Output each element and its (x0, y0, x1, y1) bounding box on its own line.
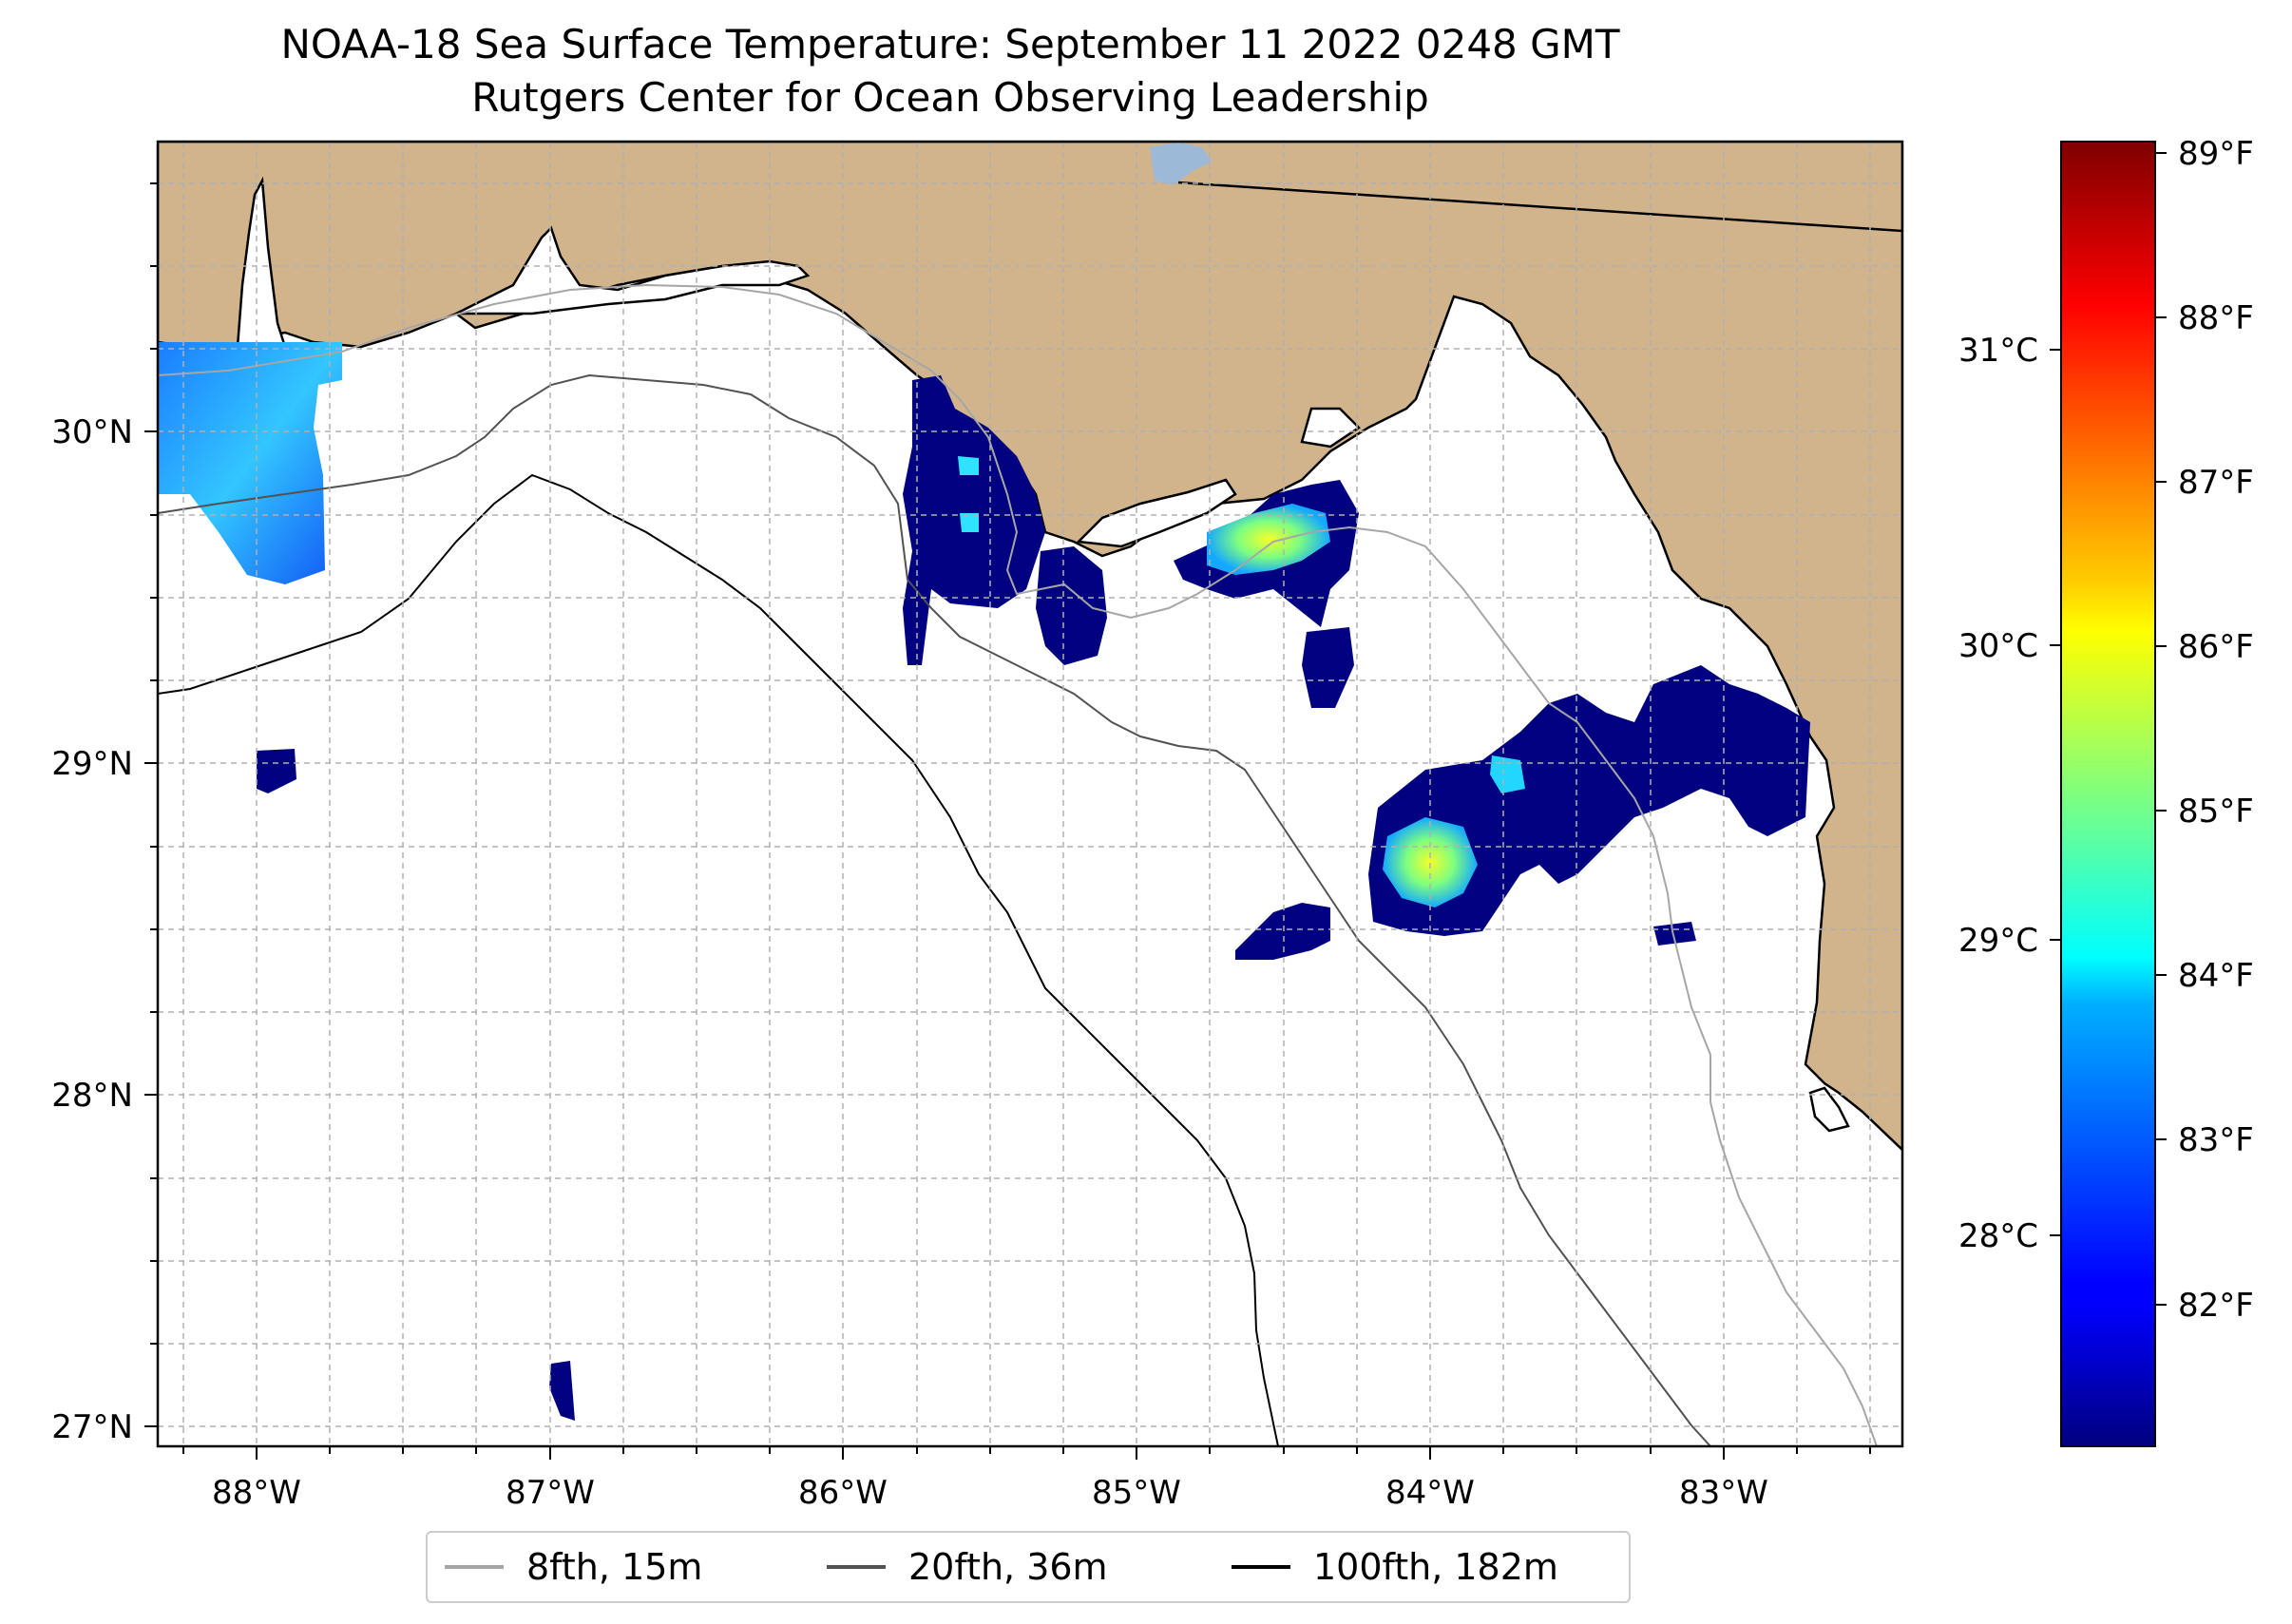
sst-patch (1383, 817, 1478, 908)
sst-patch (960, 513, 979, 532)
sst-patch (1490, 755, 1525, 793)
sst-patch (1368, 665, 1810, 936)
map-subtitle: Rutgers Center for Ocean Observing Leade… (471, 74, 1429, 121)
legend-swatch (827, 1565, 886, 1569)
sst-patch (257, 749, 296, 793)
colorbar-celsius-ticks (2050, 349, 2061, 1236)
colorbar-fahrenheit-ticks (2155, 152, 2167, 1306)
legend-label: 20fth, 36m (908, 1546, 1108, 1588)
isobath-20fth (158, 373, 1711, 1446)
lon-ticks (182, 1446, 1871, 1460)
legend-swatch (445, 1565, 504, 1569)
isobath-100fth (158, 473, 1279, 1446)
fahrenheit-tick-label: 88°F (2178, 299, 2254, 337)
state-border (1177, 181, 1902, 233)
sst-patch (158, 342, 342, 584)
celsius-tick-label: 29°C (1958, 922, 2038, 960)
isobath-legend: 8fth, 15m 20fth, 36m 100fth, 182m (426, 1531, 1631, 1603)
sst-patch (1207, 504, 1330, 575)
fahrenheit-tick-label: 83°F (2178, 1121, 2254, 1159)
gridlines (158, 142, 1902, 1446)
celsius-tick-label: 30°C (1958, 627, 2038, 665)
lat-tick-label: 29°N (51, 745, 133, 783)
legend-label: 100fth, 182m (1313, 1546, 1558, 1588)
fahrenheit-tick-label: 82°F (2178, 1287, 2254, 1325)
sst-patch (1235, 903, 1330, 960)
map-title: NOAA-18 Sea Surface Temperature: Septemb… (280, 21, 1620, 67)
lon-tick-label: 83°W (1679, 1474, 1768, 1512)
legend-entry: 100fth, 182m (1232, 1533, 1558, 1601)
bay-water (1076, 478, 1237, 548)
bay-water (236, 176, 287, 349)
lat-tick-label: 28°N (51, 1077, 133, 1115)
map-frame (156, 140, 1904, 1448)
lon-tick-label: 85°W (1092, 1474, 1181, 1512)
bay-water (1300, 407, 1361, 449)
lake (1150, 143, 1212, 185)
fahrenheit-tick-label: 89°F (2178, 135, 2254, 173)
lon-tick-label: 88°W (212, 1474, 301, 1512)
sst-patch (549, 1361, 575, 1421)
sst-patch (1302, 627, 1354, 708)
isobath-8fth (158, 283, 1878, 1446)
sst-patch (958, 456, 979, 475)
lat-tick-label: 30°N (51, 413, 133, 451)
lon-tick-label: 87°W (506, 1474, 595, 1512)
lon-tick-label: 86°W (798, 1474, 888, 1512)
fahrenheit-tick-label: 84°F (2178, 957, 2254, 995)
celsius-tick-label: 31°C (1958, 332, 2038, 370)
legend-entry: 8fth, 15m (445, 1533, 702, 1601)
celsius-tick-label: 28°C (1958, 1217, 2038, 1255)
fahrenheit-tick-label: 87°F (2178, 464, 2254, 502)
fahrenheit-tick-label: 86°F (2178, 628, 2254, 666)
legend-entry: 20fth, 36m (827, 1533, 1108, 1601)
fahrenheit-tick-label: 85°F (2178, 793, 2254, 831)
lat-ticks (144, 182, 158, 1427)
bay-water (1808, 1086, 1850, 1133)
sst-pixels (158, 342, 1810, 1421)
colorbar (2060, 141, 2156, 1447)
lat-tick-label: 27°N (51, 1408, 133, 1446)
legend-label: 8fth, 15m (526, 1546, 703, 1588)
lon-tick-label: 84°W (1385, 1474, 1475, 1512)
sst-patch (1036, 546, 1107, 665)
sst-patch (1653, 922, 1696, 946)
legend-swatch (1232, 1565, 1290, 1569)
